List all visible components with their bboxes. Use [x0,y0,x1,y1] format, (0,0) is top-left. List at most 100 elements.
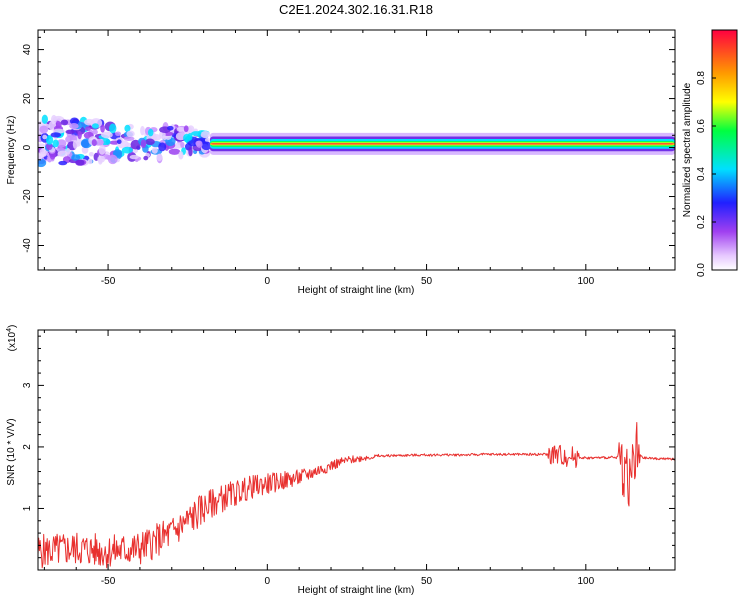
heatmap-cell [72,139,78,149]
heatmap-cell [188,146,193,157]
heatmap-cell [183,133,191,143]
heatmap-cell [92,129,98,135]
snr-y-multiplier: (x104) [6,325,18,352]
snr-multiplier-exp: 4 [6,328,13,332]
spectrogram-y-label: Frequency (Hz) [6,116,17,185]
heatmap-cell [116,139,122,145]
heatmap-cell [45,143,53,151]
heatmap-cell [91,123,99,129]
heatmap-cell [41,114,48,124]
heatmap-cell [100,124,105,133]
snr-multiplier-close: ) [7,325,18,328]
figure-title: C2E1.2024.302.16.31.R18 [279,2,433,17]
spectrogram-frame [37,29,676,271]
spectrogram-ytick-label: 0 [22,144,33,150]
heatmap-cell [156,153,163,162]
heatmap-cell [58,160,68,166]
heatmap-cell [65,148,71,155]
heatmap-cell [69,123,79,130]
snr-xtick-label: 100 [577,576,594,587]
heatmap-cell [65,129,75,134]
heatmap-cell [109,123,117,134]
heatmap-cell [84,126,91,131]
snr-x-axis: -50 0 50 100 [43,330,651,587]
snr-series-line [38,422,675,569]
heatmap-cell [121,146,133,154]
heatmap-cell [97,155,106,163]
spectrogram-xtick-label: 0 [265,276,271,287]
colorbar-axis: 0.0 0.2 0.4 0.6 0.8 [696,29,738,277]
svg-text:(x104): (x104) [6,325,18,352]
heatmap-cell [115,131,122,136]
snr-ytick-label: 3 [22,382,33,388]
snr-panel: -50 0 50 100 1 2 3 Height of straight line (k… [6,325,676,596]
heatmap-cell [204,137,211,143]
heatmap-cell [56,139,67,148]
colorbar-gradient [712,30,737,270]
heatmap-cell [201,141,212,151]
snr-x-label: Height of straight line (km) [298,585,415,596]
spectrogram-xtick-label: 50 [421,276,433,287]
spectrogram-heatmap [38,114,675,168]
spectrogram-panel: -50 0 50 100 -40 -20 0 20 40 Height of straight… [6,29,676,296]
heatmap-cell [145,138,155,146]
heatmap-cell [140,125,145,136]
spectrogram-x-label: Height of straight line (km) [298,285,415,296]
heatmap-cell [123,136,135,141]
colorbar-label: Normalized spectral amplitude [682,82,693,217]
heatmap-cell [176,126,185,132]
heatmap-cell [129,154,139,160]
heatmap-cell [100,131,113,139]
heatmap-cell [38,158,47,168]
colorbar-tick-label: 0.2 [696,215,707,229]
heatmap-cell [107,154,118,165]
spectrogram-y-axis: -40 -20 0 20 40 [22,36,675,271]
colorbar: 0.0 0.2 0.4 0.6 0.8 Normalized spectral ampl… [682,29,738,277]
heatmap-cell [200,130,211,139]
snr-xtick-label: 0 [265,576,271,587]
colorbar-frame [711,29,738,271]
heatmap-cell [52,139,59,148]
heatmap-cell [39,125,49,134]
heatmap-cell [143,155,149,161]
heatmap-cell [91,139,97,147]
colorbar-tick-label: 0.6 [696,119,707,133]
heatmap-cell [167,125,174,131]
heatmap-cell [140,139,147,149]
heatmap-cell [50,132,62,138]
heatmap-cell [168,148,181,155]
heatmap-cell [147,128,154,137]
colorbar-tick-label: 0.4 [696,167,707,181]
spectrogram-ytick-label: 20 [22,93,33,105]
heatmap-cell [46,135,54,145]
heatmap-cell [88,151,94,157]
heatmap-cell [77,130,82,140]
spectrogram-ytick-label: -40 [22,238,33,253]
heatmap-cell [158,142,167,152]
heatmap-cell [151,147,158,154]
spectrogram-ytick-label: 40 [22,44,33,56]
heatmap-cell [38,143,46,148]
snr-y-axis: 1 2 3 [22,335,675,559]
spectrogram-xtick-label: 100 [577,276,594,287]
spectrogram-ytick-label: -20 [22,189,33,204]
heatmap-cell [196,140,203,148]
snr-multiplier-base: (x10 [7,331,18,351]
spectrogram-x-axis: -50 0 50 100 [43,30,651,287]
heatmap-cell [87,158,93,165]
spectrogram-xtick-label: -50 [101,276,116,287]
snr-xtick-label: -50 [101,576,116,587]
heatmap-cell [180,141,185,149]
snr-y-label: SNR (10 * V/V) [6,418,17,485]
heatmap-cell [98,145,106,155]
snr-ytick-label: 1 [22,505,33,511]
heatmap-cell [178,151,184,160]
heatmap-band [209,143,675,145]
heatmap-cell [71,154,81,161]
heatmap-cell [190,131,202,136]
snr-xtick-label: 50 [421,576,433,587]
heatmap-cell [42,134,48,140]
colorbar-tick-label: 0.0 [696,263,707,277]
colorbar-tick-label: 0.8 [696,71,707,85]
